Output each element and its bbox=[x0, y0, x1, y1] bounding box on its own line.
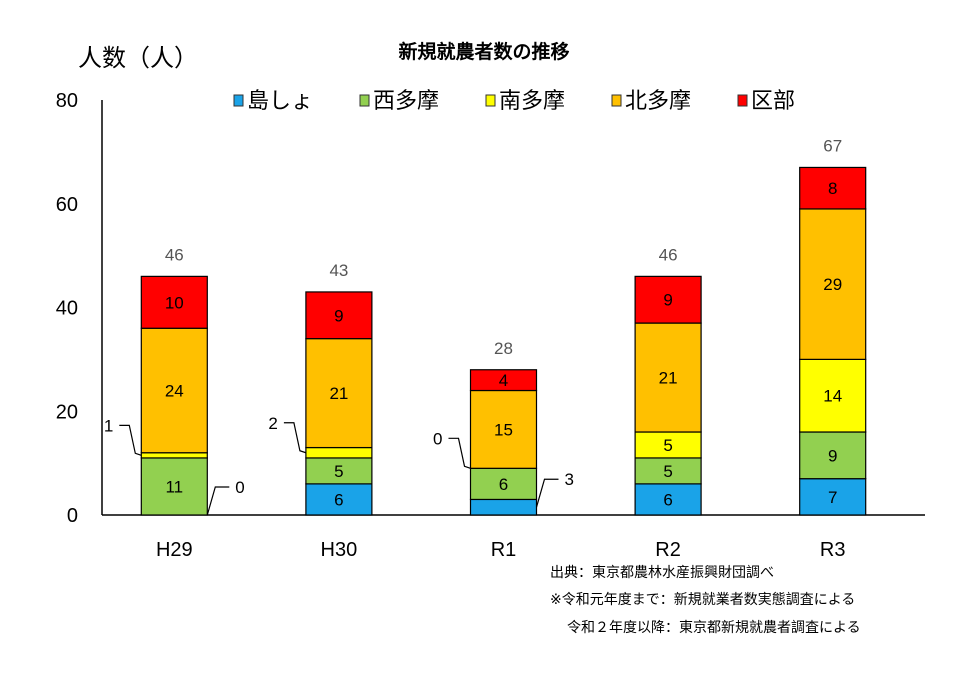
legend-swatch bbox=[359, 94, 370, 107]
data-label: 21 bbox=[329, 384, 348, 403]
legend-swatch bbox=[611, 94, 622, 107]
leader-line bbox=[206, 486, 230, 516]
chart-title: 新規就農者数の推移 bbox=[398, 40, 569, 63]
legend-swatch bbox=[485, 94, 496, 107]
data-label: 5 bbox=[663, 462, 672, 481]
bar-segment bbox=[469, 467, 538, 501]
y-tick-label: 80 bbox=[56, 90, 78, 112]
data-label: 4 bbox=[499, 371, 508, 390]
note-source: 出典：東京都農林水産振興財団調べ bbox=[550, 565, 774, 581]
legend-label: 区部 bbox=[751, 89, 795, 114]
leader-line bbox=[119, 424, 142, 456]
bar-segment bbox=[305, 483, 373, 516]
data-label: 24 bbox=[165, 382, 184, 401]
total-label: 46 bbox=[659, 245, 678, 264]
x-tick-label: R2 bbox=[655, 539, 681, 561]
data-label: 6 bbox=[663, 490, 672, 509]
data-label: 1 bbox=[104, 416, 113, 435]
leader-line bbox=[448, 437, 471, 469]
data-label: 14 bbox=[823, 387, 842, 406]
x-tick-label: H29 bbox=[156, 539, 193, 561]
total-label: 46 bbox=[165, 245, 184, 264]
data-label: 6 bbox=[334, 490, 343, 509]
bar-segment bbox=[634, 275, 702, 324]
bar-segment bbox=[305, 291, 373, 340]
bar-segment bbox=[469, 498, 538, 516]
legend: 島しょ 西多摩 南多摩 北多摩 区部 bbox=[233, 89, 795, 114]
data-label: 0 bbox=[433, 429, 442, 448]
leader-line bbox=[283, 422, 307, 454]
data-label: 9 bbox=[334, 306, 343, 325]
bar-segment bbox=[799, 166, 867, 210]
data-label: 15 bbox=[494, 420, 513, 439]
total-label: 28 bbox=[494, 339, 513, 358]
x-tick-label: H30 bbox=[321, 539, 358, 561]
bar-segment bbox=[799, 431, 867, 480]
data-label: 2 bbox=[268, 414, 277, 433]
data-label: 21 bbox=[659, 369, 678, 388]
x-tick-label: R1 bbox=[491, 539, 517, 561]
data-label: 8 bbox=[828, 179, 837, 198]
bar-segment bbox=[799, 208, 867, 360]
data-label: 3 bbox=[565, 470, 574, 489]
bar-segment bbox=[140, 327, 208, 454]
bar-segment bbox=[305, 457, 373, 485]
bar-segment bbox=[799, 478, 867, 516]
data-label: 0 bbox=[235, 478, 244, 497]
bar-segment bbox=[469, 389, 538, 469]
bar-segment bbox=[140, 457, 208, 516]
note-until-r1: ※令和元年度まで：新規就業者数実態調査による bbox=[550, 592, 855, 608]
bar-segment bbox=[305, 446, 373, 459]
data-label: 5 bbox=[334, 462, 343, 481]
bar-segment bbox=[305, 338, 373, 449]
y-axis-label: 人数（人） bbox=[78, 44, 198, 72]
leader-line bbox=[535, 478, 559, 508]
data-label: 10 bbox=[165, 293, 184, 312]
bar-segment bbox=[634, 431, 702, 459]
legend-label: 北多摩 bbox=[625, 89, 691, 114]
data-label: 5 bbox=[663, 436, 672, 455]
bar-segment bbox=[140, 275, 208, 329]
y-tick-label: 20 bbox=[56, 401, 78, 423]
bar-segment bbox=[140, 452, 208, 459]
legend-swatch bbox=[737, 94, 748, 107]
data-label: 29 bbox=[823, 275, 842, 294]
total-label: 67 bbox=[823, 136, 842, 155]
y-tick-label: 0 bbox=[67, 505, 78, 527]
bar-segment bbox=[634, 457, 702, 485]
y-tick-label: 40 bbox=[56, 298, 78, 320]
y-tick-label: 60 bbox=[56, 194, 78, 216]
legend-label: 西多摩 bbox=[373, 89, 439, 114]
x-tick-label: R3 bbox=[820, 539, 846, 561]
data-label: 6 bbox=[499, 475, 508, 494]
note-from-r2: 令和２年度以降：東京都新規就農者調査による bbox=[567, 620, 861, 636]
data-label: 9 bbox=[828, 446, 837, 465]
data-label: 7 bbox=[828, 488, 837, 507]
total-label: 43 bbox=[329, 261, 348, 280]
data-label: 9 bbox=[663, 291, 672, 310]
legend-label: 南多摩 bbox=[499, 89, 565, 114]
data-label: 11 bbox=[165, 477, 183, 496]
bar-segment bbox=[634, 322, 702, 433]
legend-swatch bbox=[233, 94, 244, 107]
bar-segment bbox=[469, 369, 538, 392]
legend-label: 島しょ bbox=[247, 89, 313, 114]
source-notes: 出典：東京都農林水産振興財団調べ ※令和元年度まで：新規就業者数実態調査による … bbox=[550, 565, 861, 636]
